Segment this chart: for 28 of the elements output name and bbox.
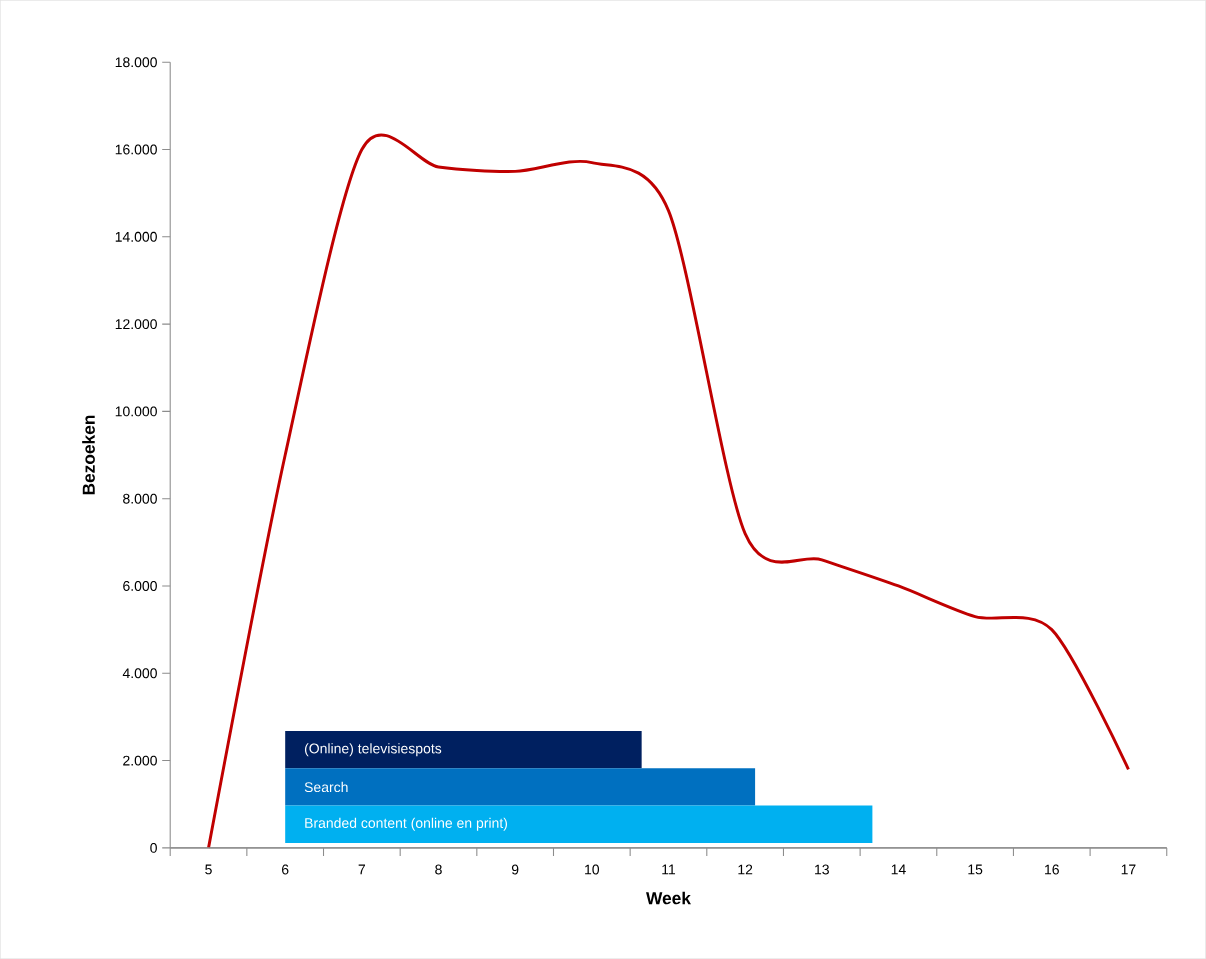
x-tick-label: 8 — [435, 864, 442, 875]
x-tick-label: 16 — [1045, 864, 1059, 875]
x-axis-title: Week — [646, 891, 691, 905]
y-tick-label: 6.000 — [123, 581, 157, 591]
x-tick-label: 13 — [815, 864, 829, 875]
y-tick-label: 14.000 — [115, 231, 157, 242]
x-tick-label: 14 — [891, 864, 906, 875]
x-tick-label: 11 — [662, 864, 676, 875]
y-tick-label: 8.000 — [123, 493, 157, 504]
x-tick-label: 9 — [511, 864, 519, 875]
y-tick-label: 0 — [150, 842, 157, 853]
y-tick-label: Search — [304, 781, 348, 793]
y-tick-label: (Online) televisiespots — [304, 743, 442, 757]
x-tick-label: 7 — [358, 864, 366, 875]
y-tick-label: 2.000 — [123, 755, 157, 766]
y-tick-label: 10.000 — [115, 406, 157, 417]
x-tick-label: 10 — [585, 864, 600, 875]
y-axis-title: Bezoeken — [82, 415, 95, 495]
x-tick-label: 12 — [738, 864, 753, 875]
y-tick-label: 16.000 — [115, 144, 157, 155]
x-tick-label: 17 — [1121, 864, 1136, 875]
y-tick-label: 18.000 — [115, 57, 157, 68]
x-tick-label: 5 — [205, 864, 212, 875]
x-tick-label: 15 — [968, 864, 983, 875]
y-tick-label: Branded content (online en print) — [305, 817, 508, 831]
y-tick-label: 4.000 — [122, 668, 157, 679]
x-tick-label: 6 — [282, 864, 289, 875]
y-tick-label: 12.000 — [115, 319, 157, 330]
